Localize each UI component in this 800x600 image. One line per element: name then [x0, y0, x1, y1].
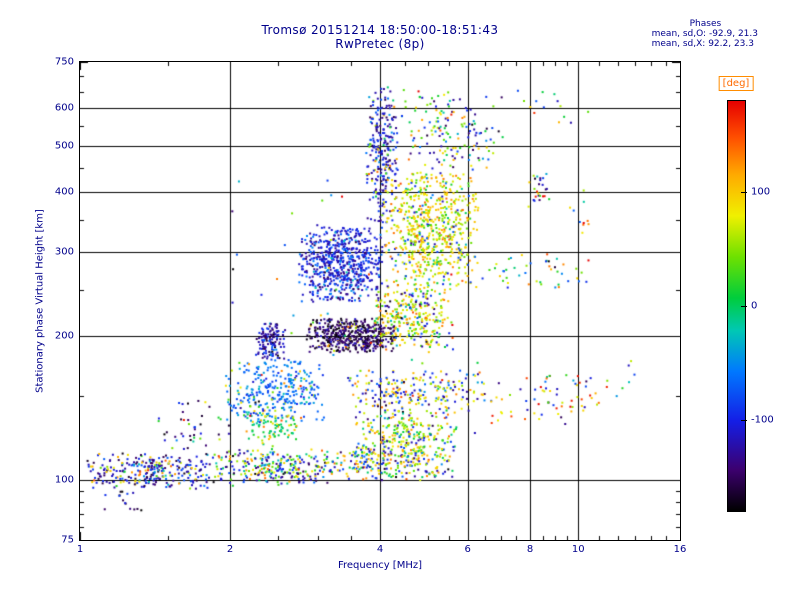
x-tick-label: 4 [376, 544, 384, 555]
colorbar-tick [741, 306, 747, 307]
chart-title: Tromsø 20151214 18:50:00-18:51:43 [261, 23, 499, 37]
y-tick-label: 100 [54, 474, 74, 486]
x-tick-label: 2 [226, 544, 234, 555]
plot-area [79, 61, 681, 541]
x-tick-label: 16 [673, 544, 687, 555]
phases-mean-x: mean, sd,X: 92.2, 23.3 [651, 39, 754, 49]
phases-mean-o: mean, sd,O: -92.9, 21.3 [651, 29, 758, 39]
y-tick-label: 75 [61, 534, 74, 546]
x-tick-label: 6 [464, 544, 471, 555]
colorbar-unit-label: [deg] [718, 76, 754, 91]
chart-subtitle: RwPretec (8p) [335, 37, 425, 51]
y-tick-label: 400 [54, 186, 74, 198]
y-tick-label: 300 [54, 246, 74, 258]
colorbar-tick [741, 420, 747, 421]
x-tick-label: 8 [526, 544, 534, 555]
scatter-canvas [80, 62, 680, 540]
y-tick-label: 500 [54, 140, 74, 152]
x-axis-label: Frequency [MHz] [337, 560, 423, 571]
y-axis-label: Stationary phase Virtual Height [km] [34, 209, 46, 393]
x-tick-label: 1 [76, 544, 84, 555]
y-tick-label: 750 [54, 56, 74, 68]
phases-stats: Phases mean, sd,O: -92.9, 21.3 mean, sd,… [652, 19, 758, 49]
colorbar-tick [741, 192, 747, 193]
y-tick-label: 200 [54, 330, 74, 342]
colorbar-tick-label: -100 [751, 414, 774, 426]
phases-heading: Phases [689, 19, 722, 29]
y-tick-label: 600 [54, 102, 74, 114]
colorbar-tick-label: 100 [751, 186, 771, 198]
x-tick-label: 10 [571, 544, 585, 555]
colorbar-tick-label: 0 [751, 300, 758, 312]
